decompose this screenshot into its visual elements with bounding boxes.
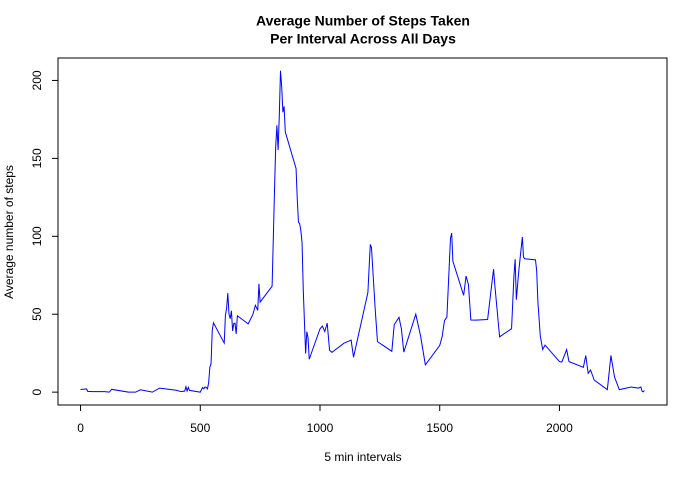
y-tick-label: 50 — [30, 307, 44, 321]
y-tick-label: 100 — [30, 226, 44, 246]
x-axis-label: 5 min intervals — [324, 450, 401, 464]
y-tick-label: 200 — [30, 70, 44, 90]
chart-title: Per Interval Across All Days — [270, 31, 456, 47]
x-tick-label: 2000 — [546, 421, 573, 435]
x-tick-label: 1000 — [307, 421, 334, 435]
x-tick-label: 1500 — [426, 421, 453, 435]
chart-title: Average Number of Steps Taken — [256, 13, 470, 29]
y-axis-label: Average number of steps — [2, 165, 16, 299]
plot-frame — [57, 57, 668, 406]
y-tick-label: 150 — [30, 148, 44, 168]
x-tick-label: 0 — [77, 421, 84, 435]
x-tick-label: 500 — [190, 421, 210, 435]
y-tick-label: 0 — [30, 388, 44, 395]
line-series — [80, 70, 645, 393]
